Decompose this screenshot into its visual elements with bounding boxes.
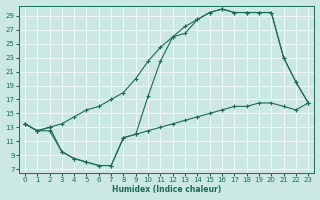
X-axis label: Humidex (Indice chaleur): Humidex (Indice chaleur)	[112, 185, 221, 194]
